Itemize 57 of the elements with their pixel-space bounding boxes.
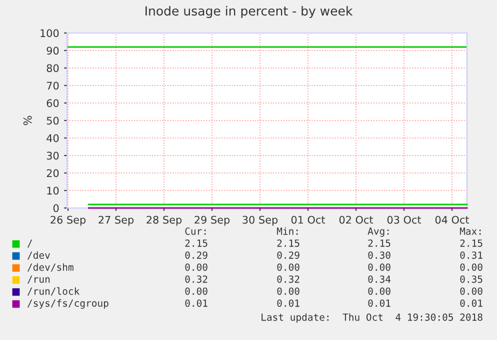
x-tick-label: 27 Sep xyxy=(98,216,134,226)
y-tick-label: 0 xyxy=(53,204,59,212)
text: 0.00 xyxy=(185,287,208,295)
y-tick-label: 30 xyxy=(46,152,59,160)
y-tick-label: 100 xyxy=(40,29,59,38)
text: Min: xyxy=(276,227,298,235)
x-tick-label: 02 Oct xyxy=(339,216,374,224)
chart-title: Inode usage in percent - by week xyxy=(146,6,353,18)
y-tick-label: 80 xyxy=(46,64,59,72)
legend-label: / xyxy=(27,240,32,248)
legend-label: /sys/fs/cgroup xyxy=(27,299,108,309)
y-tick-label: 70 xyxy=(46,82,59,90)
text: 0.34 xyxy=(368,275,391,283)
y-tick-label: 20 xyxy=(46,169,59,178)
text: 0.00 xyxy=(277,263,300,271)
text: 2.15 xyxy=(185,239,208,247)
x-tick-label: 30 Sep xyxy=(242,216,278,226)
text: Max: xyxy=(460,228,481,235)
y-tick-label: 10 xyxy=(47,186,59,195)
text: Cur: xyxy=(185,227,206,235)
text: 0.00 xyxy=(368,287,390,295)
text: 2.15 xyxy=(368,239,390,247)
text: Avg: xyxy=(368,228,389,237)
legend-label: /run xyxy=(27,276,50,284)
text: 0.00 xyxy=(277,287,300,295)
x-tick-label: 03 Oct xyxy=(387,216,422,224)
y-tick-label: 50 xyxy=(46,116,59,125)
text: 0.01 xyxy=(277,299,300,307)
text: 2.15 xyxy=(277,239,300,247)
text: 0.01 xyxy=(368,299,390,307)
text: 0.01 xyxy=(460,299,482,307)
legend-label: /run/lock xyxy=(27,287,80,296)
text: 0.00 xyxy=(185,263,208,271)
text: 0.00 xyxy=(368,263,390,271)
text: 0.32 xyxy=(277,275,300,283)
x-tick-label: 26 Sep xyxy=(50,216,86,226)
text: 0.01 xyxy=(185,299,208,307)
text: 0.29 xyxy=(185,251,208,259)
text: 0.31 xyxy=(460,251,482,259)
text: 0.30 xyxy=(368,251,390,259)
x-tick-label: 29 Sep xyxy=(194,216,230,226)
text: 0.00 xyxy=(460,287,482,295)
x-tick-label: 01 Oct xyxy=(291,216,326,224)
text: 2.15 xyxy=(460,239,482,247)
x-tick-label: 28 Sep xyxy=(146,216,182,226)
legend-label: /dev xyxy=(27,251,50,260)
y-axis-title: % xyxy=(23,116,32,126)
x-tick-label: 04 Oct xyxy=(435,216,470,224)
text: Last update: Thu Oct 4 19:30:05 2018 xyxy=(262,313,482,323)
y-tick-label: 90 xyxy=(46,46,59,55)
text: 0.29 xyxy=(277,251,300,259)
text: 0.32 xyxy=(185,275,208,283)
text: 0.00 xyxy=(460,263,482,271)
text: 0.35 xyxy=(460,275,482,283)
legend-label: /dev/shm xyxy=(27,263,74,272)
y-tick-label: 40 xyxy=(46,134,59,142)
y-tick-label: 60 xyxy=(46,99,59,108)
